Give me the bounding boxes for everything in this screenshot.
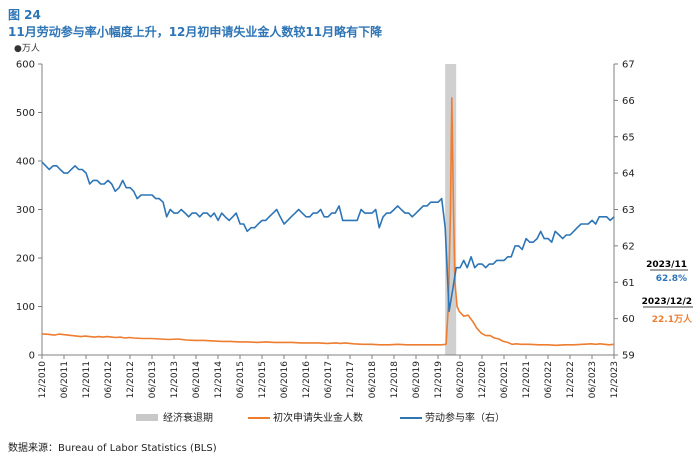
x-tick-label: 06/2017 (324, 361, 334, 398)
y-left-tick-label: 300 (16, 205, 35, 216)
x-tick-label: 06/2018 (368, 361, 378, 399)
source-note: 数据来源：Bureau of Labor Statistics (BLS) (8, 443, 217, 454)
y-left-tick-label: 0 (29, 351, 35, 362)
y-right-tick-label: 67 (622, 60, 635, 71)
x-tick-label: 12/2010 (38, 361, 48, 399)
x-tick-label: 06/2021 (500, 361, 510, 398)
legend-lfpr-label: 劳动参与率（右） (425, 411, 505, 424)
y-right-tick-label: 61 (622, 278, 635, 289)
y-left-tick-label: 600 (16, 60, 35, 71)
x-tick-label: 06/2020 (456, 361, 466, 399)
y-right-tick-label: 62 (622, 241, 635, 252)
y-left-tick-label: 200 (16, 254, 35, 265)
x-tick-label: 12/2022 (566, 361, 576, 398)
annotation-claims-date: 2023/12/2 (642, 297, 692, 307)
x-tick-label: 12/2023 (610, 361, 620, 398)
x-tick-label: 06/2016 (280, 361, 290, 399)
y-right-tick-label: 60 (622, 314, 635, 325)
legend-recession-label: 经济衰退期 (163, 411, 213, 424)
series-line-initial-claims (42, 97, 615, 347)
y-left-unit-text: 万人 (22, 43, 40, 54)
x-tick-label: 06/2011 (60, 361, 70, 398)
y-left-tick-label: 500 (16, 108, 35, 119)
x-tick-label: 06/2012 (104, 361, 114, 398)
y-left-unit-dot: ● (14, 44, 22, 54)
x-tick-label: 12/2014 (214, 361, 224, 399)
x-tick-label: 12/2018 (390, 361, 400, 399)
x-tick-label: 12/2013 (170, 361, 180, 398)
x-tick-label: 06/2023 (588, 361, 598, 398)
x-tick-label: 06/2019 (412, 361, 422, 399)
x-tick-label: 12/2016 (302, 361, 312, 399)
x-tick-label: 06/2022 (544, 361, 554, 398)
y-left-unit-label: ●万人 (14, 43, 40, 54)
y-right-tick-label: 63 (622, 205, 635, 216)
figure-number: 图 24 (8, 8, 41, 22)
x-tick-label: 12/2021 (522, 361, 532, 398)
x-tick-label: 06/2015 (236, 361, 246, 398)
x-tick-label: 12/2012 (126, 361, 136, 398)
x-tick-label: 12/2017 (346, 361, 356, 398)
annotation-claims-value: 22.1万人 (652, 313, 693, 325)
x-tick-label: 06/2014 (192, 361, 202, 399)
x-tick-label: 12/2019 (434, 361, 444, 399)
chart-title: 11月劳动参与率小幅度上升，12月初申请失业金人数较11月略有下降 (8, 25, 383, 39)
y-right-tick-label: 65 (622, 132, 635, 143)
x-tick-label: 12/2020 (478, 361, 488, 399)
x-tick-label: 12/2015 (258, 361, 268, 398)
legend-claims-label: 初次申请失业金人数 (273, 411, 363, 424)
y-right-tick-label: 66 (622, 96, 635, 107)
annotation-lfpr-date: 2023/11 (646, 260, 687, 270)
series-line-labor-participation (41, 161, 615, 313)
y-left-tick-label: 100 (16, 302, 35, 313)
x-tick-label: 12/2011 (82, 361, 92, 398)
y-right-tick-label: 59 (622, 351, 635, 362)
legend-recession-swatch (136, 414, 158, 421)
annotation-lfpr-value: 62.8% (656, 274, 687, 284)
x-tick-label: 06/2013 (148, 361, 158, 398)
y-right-tick-label: 64 (622, 169, 635, 180)
y-left-tick-label: 400 (16, 157, 35, 168)
